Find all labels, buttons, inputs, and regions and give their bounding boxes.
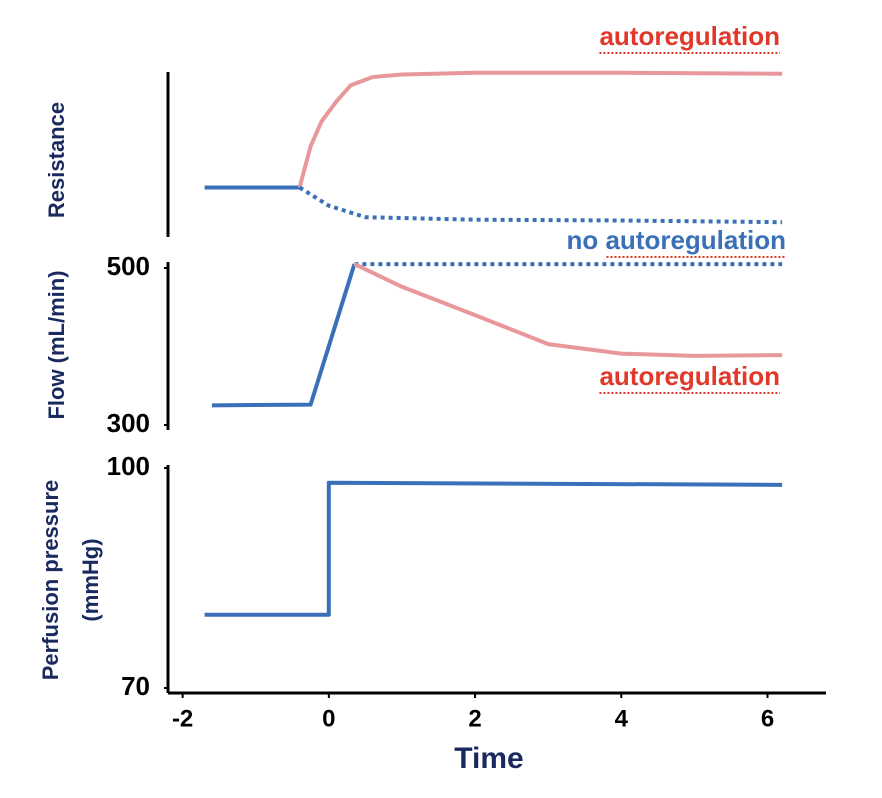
y-axis-label: Resistance bbox=[44, 102, 69, 218]
series-line bbox=[211, 263, 357, 408]
x-tick-label: 6 bbox=[761, 705, 774, 732]
y-axis-label: Perfusion pressure bbox=[38, 480, 63, 681]
y-axis-label: Flow (mL/min) bbox=[44, 270, 69, 419]
series-label: no autoregulation bbox=[566, 225, 786, 255]
series-line bbox=[297, 70, 783, 189]
x-tick-label: -2 bbox=[172, 705, 193, 732]
x-axis-label: Time bbox=[454, 742, 523, 775]
y-tick-label: 100 bbox=[107, 451, 150, 481]
series-line bbox=[298, 185, 783, 225]
series-label: autoregulation bbox=[599, 361, 780, 391]
y-tick-label: 70 bbox=[121, 671, 150, 701]
x-tick-label: 2 bbox=[468, 705, 481, 732]
y-tick-label: 300 bbox=[107, 408, 150, 438]
x-tick-label: 4 bbox=[615, 705, 629, 732]
series-label: autoregulation bbox=[599, 21, 780, 51]
y-tick-label: 500 bbox=[107, 251, 150, 281]
y-axis-label: (mmHg) bbox=[78, 538, 103, 621]
series-line bbox=[353, 262, 783, 358]
x-tick-label: 0 bbox=[322, 705, 335, 732]
series-line bbox=[204, 480, 783, 617]
